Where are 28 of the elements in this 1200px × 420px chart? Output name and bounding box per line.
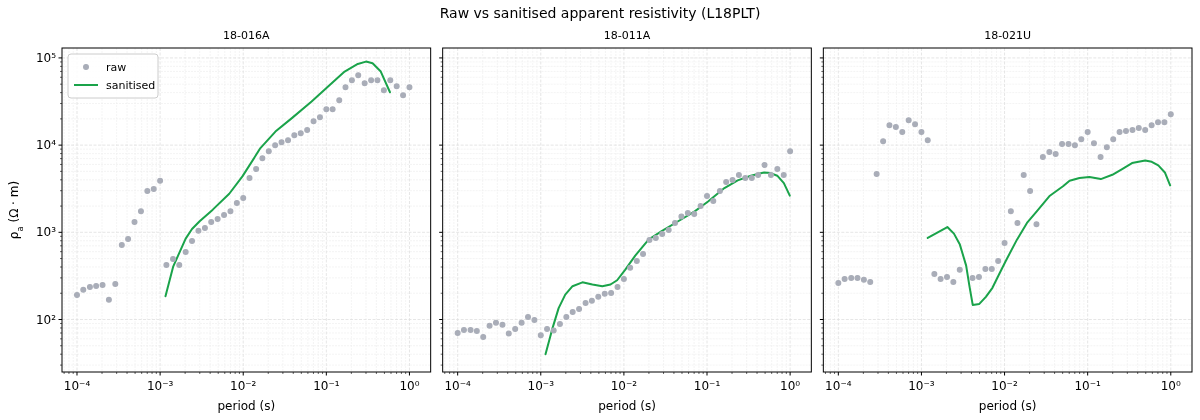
x-axis-title: period (s) (217, 399, 276, 413)
y-tick-label: 10² (35, 312, 57, 327)
chart-title: 18-011A (603, 29, 651, 42)
x-tick-label: 10⁻³ (146, 379, 174, 393)
x-tick-label: 10⁻¹ (313, 379, 340, 393)
x-tick-label: 10⁰ (780, 379, 801, 393)
x-tick-label: 10⁻¹ (1074, 379, 1102, 393)
legend-label: raw (106, 61, 127, 74)
chart-title: 18-021U (984, 29, 1032, 42)
chart-title: 18-016A (223, 29, 271, 42)
x-tick-label: 10⁻² (230, 379, 257, 393)
text: Raw vs sanitised apparent resistivity (L18PLT) (439, 5, 761, 21)
legend-label: sanitised (106, 79, 156, 92)
x-tick-label: 10⁻⁴ (63, 379, 91, 393)
x-tick-label: 10⁻³ (908, 379, 935, 393)
y-tick-label: 10⁴ (35, 138, 57, 153)
x-tick-label: 10⁻⁴ (444, 379, 472, 393)
x-tick-label: 10⁻² (610, 379, 638, 393)
x-tick-label: 10⁰ (1160, 379, 1182, 393)
x-tick-label: 10⁰ (399, 379, 420, 393)
x-tick-label: 10⁻² (991, 379, 1018, 393)
x-tick-label: 10⁻³ (527, 379, 555, 393)
x-tick-label: 10⁻⁴ (825, 379, 852, 393)
x-axis-title: period (s) (978, 399, 1037, 413)
y-tick-label: 10³ (35, 225, 57, 240)
x-tick-label: 10⁻¹ (693, 379, 721, 393)
y-tick-label: 10⁵ (35, 50, 57, 65)
x-axis-title: period (s) (598, 399, 656, 413)
